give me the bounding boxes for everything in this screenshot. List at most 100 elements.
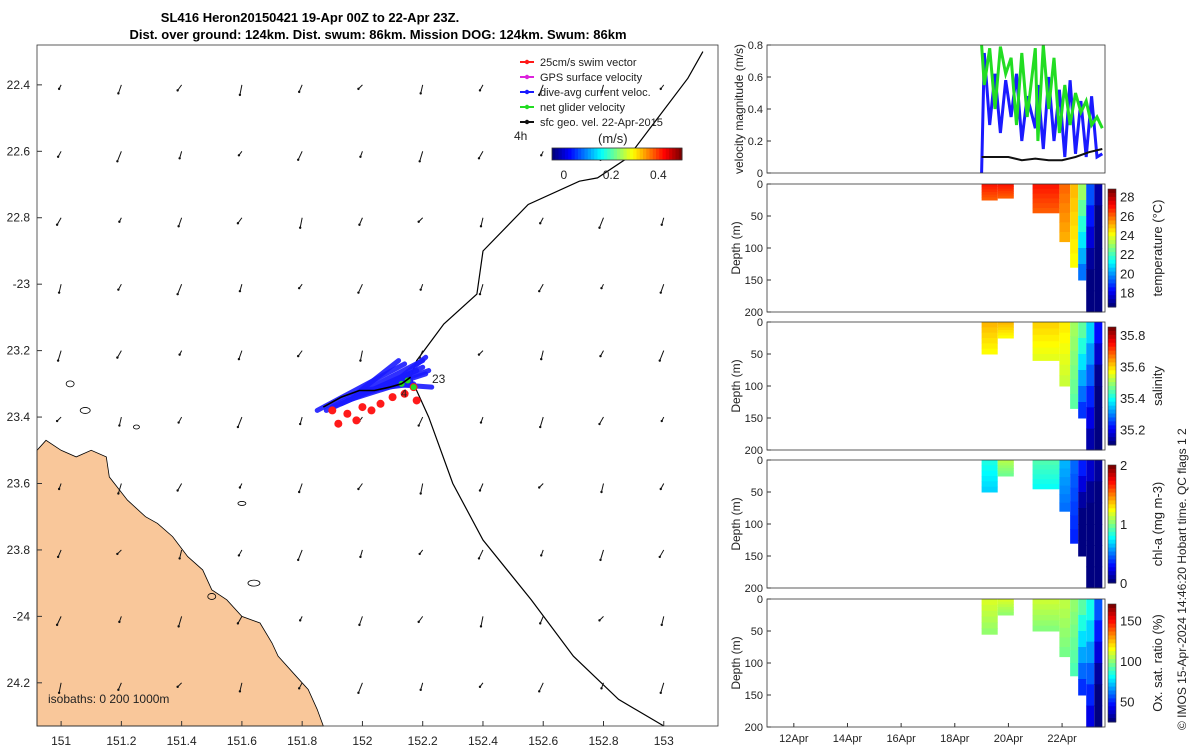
salinity-profile-cell — [1032, 334, 1060, 342]
temperature-colorbar-cell — [1108, 224, 1116, 229]
swim-vector — [388, 393, 397, 402]
sfc-velocity-arrow-head — [418, 160, 421, 163]
oxygen-colorbar-tick-label: 50 — [1120, 695, 1134, 710]
oxygen-colorbar-cell — [1108, 710, 1116, 715]
colorbar-cell — [552, 148, 556, 160]
oxygen-colorbar-cell — [1108, 635, 1116, 640]
salinity-colorbar-cell — [1108, 417, 1116, 422]
oxygen-colorbar-cell — [1108, 690, 1116, 695]
map-x-tick-label: 151.2 — [106, 734, 136, 748]
sfc-velocity-arrow-head — [479, 421, 483, 424]
colorbar-cell — [607, 148, 611, 160]
chl-a-colorbar-tick-label: 1 — [1120, 517, 1127, 532]
temperature-profile-cell — [1070, 239, 1079, 254]
sfc-velocity-arrow — [117, 84, 122, 94]
colorbar-cell — [623, 148, 628, 160]
sfc-velocity-arrow-head — [117, 288, 120, 291]
annotation-23: 23 — [432, 372, 446, 386]
sfc-velocity-arrow — [178, 616, 183, 627]
oxygen-y-tick-label: 100 — [745, 658, 763, 670]
sfc-velocity-arrow-head — [359, 155, 362, 159]
oxygen-profile-cell — [1078, 615, 1087, 632]
oxygen-colorbar-cell — [1108, 607, 1116, 613]
sfc-velocity-arrow-head — [298, 226, 302, 229]
colorbar-cell — [633, 148, 637, 160]
temperature-profile-cell — [981, 194, 998, 198]
annotation-4h: 4h — [514, 129, 527, 143]
sfc-velocity-arrow — [297, 151, 303, 161]
oxygen-colorbar-cell — [1108, 674, 1116, 680]
salinity-profile-cell — [1086, 407, 1095, 430]
oxygen-y-tick-label: 50 — [751, 626, 763, 638]
temperature-profile-cell — [981, 197, 998, 201]
chl-a-panel: 0 50 100 150 200 Depth (m) 0 1 2 chl-a (mg m-3) — [729, 455, 1165, 595]
coastline-land — [36, 439, 324, 727]
salinity-colorbar-cell — [1108, 437, 1116, 442]
salinity-panel: 0 50 100 150 200 Depth (m) 35.2 35.4 35.6 35.8 sal… — [729, 317, 1165, 457]
oxygen-y-tick-label: 200 — [745, 722, 763, 734]
chl-a-profile-cell — [981, 476, 998, 482]
colorbar-cell — [643, 148, 647, 160]
chl-a-colorbar-cell — [1108, 539, 1116, 545]
salinity-colorbar-cell — [1108, 350, 1116, 356]
sfc-velocity-arrow-head — [116, 356, 119, 359]
oxygen-profile-cell — [1078, 599, 1087, 616]
map-x-tick-label: 151 — [51, 734, 71, 748]
oxygen-colorbar-cell — [1108, 706, 1116, 711]
temperature-profile-cell — [1032, 198, 1060, 204]
oxygen-profile-cell — [1086, 641, 1095, 664]
chl-a-profile-cell — [1094, 460, 1103, 482]
map-y-tick-label: -23 — [13, 277, 31, 291]
sfc-velocity-arrow — [601, 84, 604, 93]
colorbar-cell — [558, 148, 563, 160]
oxygen-profile-cell — [997, 604, 1014, 608]
colorbar-cell — [620, 148, 624, 160]
sfc-velocity-arrow — [660, 284, 665, 293]
time-axis: 12Apr 14Apr 16Apr 18Apr 20Apr 22Apr — [779, 723, 1077, 745]
oxygen-profile-cell — [1032, 620, 1060, 627]
map-panel: 151 151.2 151.4 151.6 151.8 152 152.2 152.4 152.… — [7, 44, 719, 748]
salinity-profile-cell — [997, 324, 1014, 328]
salinity-colorbar-tick-label: 35.6 — [1120, 359, 1145, 374]
temperature-colorbar-cell — [1108, 228, 1116, 233]
temperature-colorbar-cell — [1108, 275, 1116, 280]
sfc-velocity-arrow-head — [117, 688, 120, 692]
temperature-profile-cell — [1032, 193, 1060, 199]
temperature-colorbar-cell — [1108, 279, 1116, 284]
sfc-velocity-arrow-head — [419, 492, 422, 495]
salinity-profile-cell — [1032, 341, 1060, 349]
salinity-y-tick-label: 200 — [745, 445, 763, 457]
sfc-velocity-arrow-head — [419, 688, 422, 692]
salinity-profile-cell — [1032, 354, 1060, 361]
colorbar-cell — [669, 148, 673, 160]
temperature-profile-cell — [1094, 290, 1103, 313]
chl-a-colorbar-cell — [1108, 567, 1116, 572]
chl-a-profile-cell — [1070, 487, 1079, 503]
salinity-colorbar-cell — [1108, 358, 1116, 363]
chl-a-profile-cell — [1078, 476, 1087, 493]
oxygen-profile-cell — [981, 604, 998, 612]
map-x-tick-label: 151.4 — [167, 734, 197, 748]
sfc-velocity-arrow — [299, 217, 303, 228]
salinity-colorbar-cell — [1108, 425, 1116, 430]
sfc-velocity-arrow — [179, 151, 183, 159]
sfc-velocity-arrow-head — [660, 623, 663, 627]
salinity-colorbar-tick-label: 35.8 — [1120, 328, 1145, 343]
salinity-colorbar-cell — [1108, 370, 1116, 375]
sfc-velocity-arrow-head — [176, 292, 179, 296]
salinity-colorbar-cell — [1108, 382, 1116, 387]
sfc-velocity-arrow-head — [417, 424, 420, 427]
sfc-velocity-arrow — [239, 682, 243, 692]
chl-a-colorbar-cell — [1108, 531, 1116, 537]
sfc-velocity-arrow — [237, 416, 243, 428]
sfc-velocity-arrow-head — [359, 555, 362, 559]
chl-a-profile-cell — [1032, 484, 1060, 490]
salinity-colorbar-cell — [1108, 354, 1116, 359]
sfc-velocity-arrow-head — [116, 160, 119, 163]
temperature-colorbar-cell — [1108, 259, 1116, 265]
sfc-velocity-arrow-head — [177, 225, 180, 228]
temperature-profile-cell — [1070, 184, 1079, 199]
oxygen-colorbar-cell — [1108, 666, 1116, 672]
salinity-profile-cell — [1032, 322, 1060, 329]
chl-a-profile-cell — [1094, 566, 1103, 589]
